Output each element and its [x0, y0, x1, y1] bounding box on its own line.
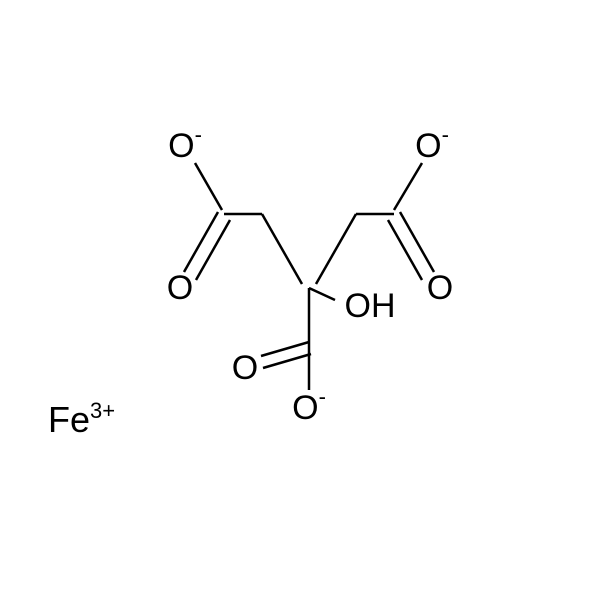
iron-ion-label: Fe3+: [48, 398, 115, 440]
atom-o5: O: [232, 349, 258, 387]
bond-cc-oh: [309, 288, 335, 300]
bond-o3neg-c2: [394, 163, 422, 210]
atom-o3-neg: O-: [415, 122, 449, 165]
atom-o1-neg: O-: [168, 122, 202, 165]
bond-c3-o5-double: [261, 342, 311, 368]
bond-ch2r-cc: [316, 214, 356, 284]
chemical-structure-diagram: O- O O- O OH O O- Fe3+: [0, 0, 600, 600]
bond-o1neg-c1: [195, 163, 222, 210]
atom-o2: O: [167, 269, 193, 307]
atom-o4: O: [427, 269, 453, 307]
atom-oh: OH: [345, 287, 396, 325]
bond-ch2l-cc: [262, 214, 302, 284]
atom-o6-neg: O-: [292, 384, 326, 427]
